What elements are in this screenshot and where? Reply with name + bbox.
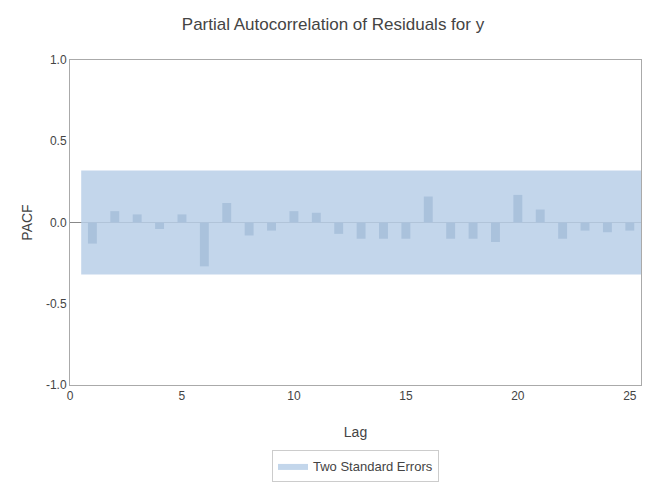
svg-text:0.0: 0.0: [50, 216, 67, 230]
svg-text:10: 10: [287, 389, 301, 403]
svg-text:25: 25: [623, 389, 637, 403]
svg-text:15: 15: [399, 389, 413, 403]
svg-text:PACF: PACF: [19, 204, 35, 240]
svg-text:5: 5: [179, 389, 186, 403]
svg-text:1.0: 1.0: [50, 53, 67, 67]
svg-text:0: 0: [67, 389, 74, 403]
svg-text:Partial Autocorrelation of Res: Partial Autocorrelation of Residuals for…: [182, 15, 485, 34]
svg-text:-0.5: -0.5: [46, 297, 67, 311]
svg-text:0.5: 0.5: [50, 134, 67, 148]
svg-text:-1.0: -1.0: [46, 378, 67, 392]
svg-text:Lag: Lag: [344, 424, 367, 440]
svg-text:Two Standard Errors: Two Standard Errors: [313, 459, 433, 474]
svg-text:20: 20: [511, 389, 525, 403]
